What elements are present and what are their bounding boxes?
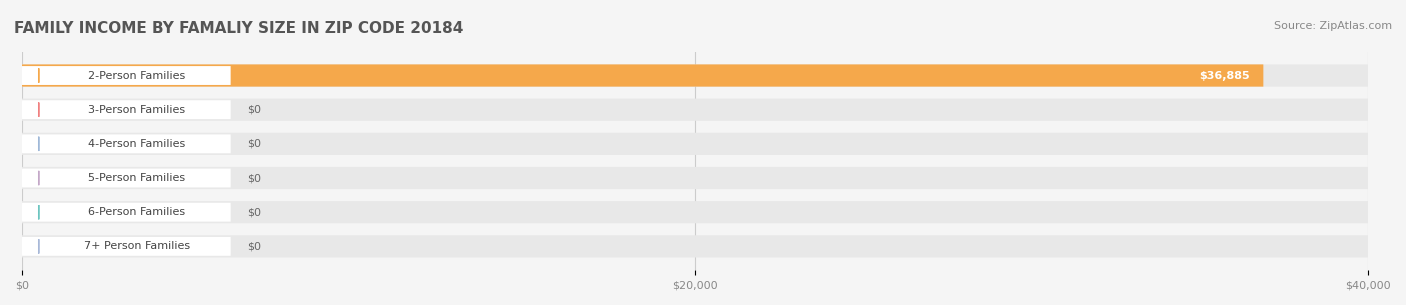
FancyBboxPatch shape xyxy=(22,169,231,188)
Text: $0: $0 xyxy=(247,207,262,217)
Text: 5-Person Families: 5-Person Families xyxy=(89,173,186,183)
Text: 2-Person Families: 2-Person Families xyxy=(89,70,186,81)
Text: $36,885: $36,885 xyxy=(1199,70,1250,81)
Text: $0: $0 xyxy=(247,173,262,183)
FancyBboxPatch shape xyxy=(22,133,1368,155)
Text: 7+ Person Families: 7+ Person Families xyxy=(84,241,190,251)
Text: Source: ZipAtlas.com: Source: ZipAtlas.com xyxy=(1274,21,1392,31)
FancyBboxPatch shape xyxy=(22,100,231,119)
FancyBboxPatch shape xyxy=(22,135,231,153)
FancyBboxPatch shape xyxy=(22,167,1368,189)
FancyBboxPatch shape xyxy=(22,99,1368,121)
Text: $0: $0 xyxy=(247,241,262,251)
Text: 6-Person Families: 6-Person Families xyxy=(89,207,186,217)
Text: FAMILY INCOME BY FAMALIY SIZE IN ZIP CODE 20184: FAMILY INCOME BY FAMALIY SIZE IN ZIP COD… xyxy=(14,21,464,36)
Text: $0: $0 xyxy=(247,139,262,149)
FancyBboxPatch shape xyxy=(22,64,1368,87)
FancyBboxPatch shape xyxy=(22,64,1264,87)
FancyBboxPatch shape xyxy=(22,201,1368,223)
Text: 3-Person Families: 3-Person Families xyxy=(89,105,186,115)
FancyBboxPatch shape xyxy=(22,235,1368,257)
FancyBboxPatch shape xyxy=(22,203,231,222)
Text: $0: $0 xyxy=(247,105,262,115)
FancyBboxPatch shape xyxy=(22,237,231,256)
Text: 4-Person Families: 4-Person Families xyxy=(89,139,186,149)
FancyBboxPatch shape xyxy=(22,66,231,85)
